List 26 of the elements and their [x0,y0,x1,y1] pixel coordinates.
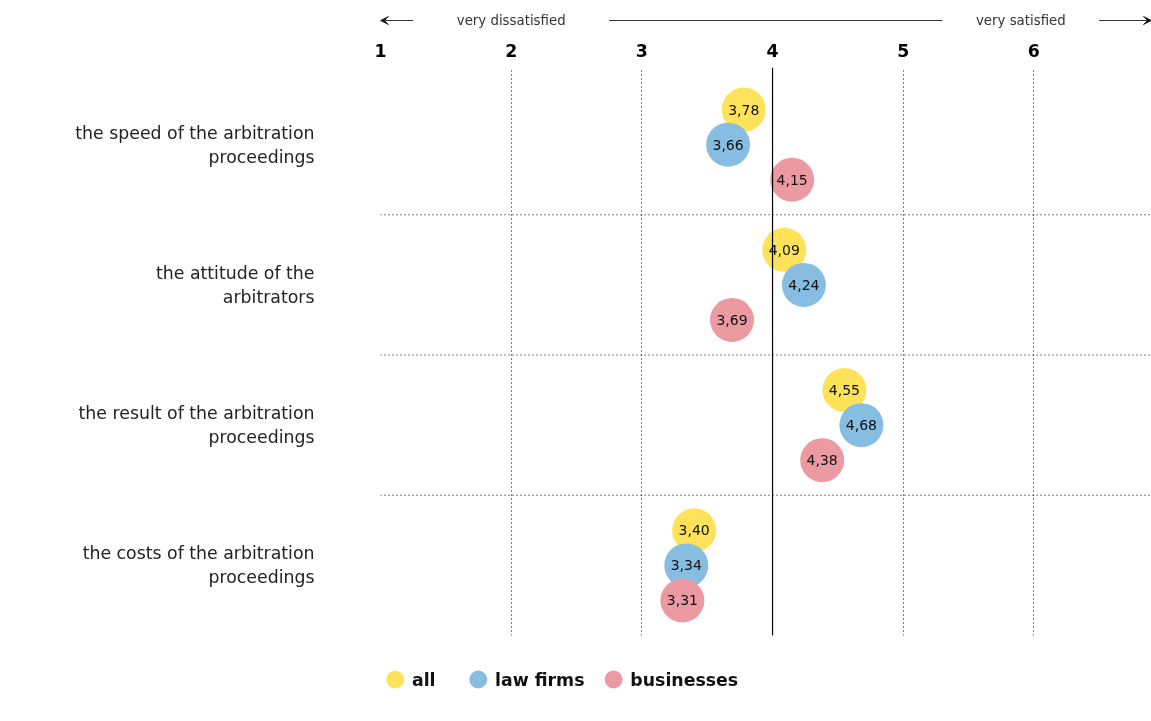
data-label: 3,78 [728,101,760,118]
data-label: 3,40 [678,522,710,539]
legend-label: law firms [495,669,585,690]
x-tick-label: 3 [635,40,648,61]
legend-label: businesses [630,669,739,690]
data-label: 4,55 [828,382,860,399]
y-tick-label: the result of the arbitration proceedings [78,403,315,448]
data-label: 4,15 [776,171,808,188]
data-label: 3,66 [712,136,744,153]
data-label: 3,31 [666,592,698,609]
legend-label: all [411,669,436,690]
text: very satisfied [975,13,1066,28]
x-tick-label: 1 [374,40,387,61]
data-label: 3,69 [716,311,748,328]
text: very dissatisfied [456,13,566,28]
x-tick-label: 4 [766,40,779,61]
x-tick-label: 5 [897,40,910,61]
data-label: 4,24 [788,276,820,293]
data-label: 3,34 [670,557,702,574]
data-label: 4,38 [806,452,838,469]
x-tick-label: 6 [1027,40,1040,61]
x-tick-label: 2 [505,40,518,61]
data-label: 4,68 [845,417,877,434]
y-tick-label: the attitude of the arbitrators [155,262,315,307]
y-tick-label: the speed of the arbitration proceedings [75,122,315,167]
y-tick-label: the costs of the arbitration proceedings [82,543,315,588]
